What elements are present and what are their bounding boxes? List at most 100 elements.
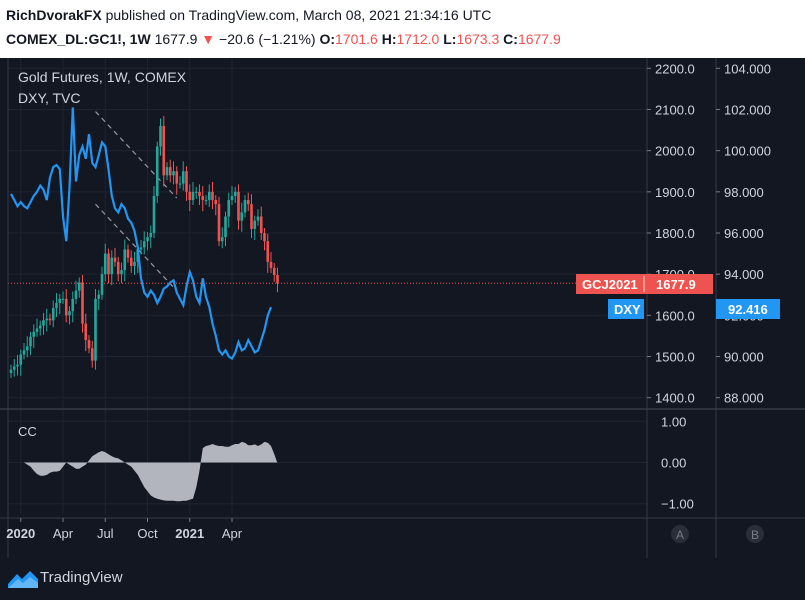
candle-body: [272, 268, 276, 275]
candle-body: [243, 200, 247, 213]
chart-header: RichDvorakFX published on TradingView.co…: [0, 0, 805, 58]
tradingview-brand[interactable]: TradingView: [40, 569, 123, 586]
low-value: 1673.3: [456, 31, 500, 47]
gold-price-badge: [576, 274, 713, 294]
candle-body: [227, 200, 231, 217]
scale-button-b[interactable]: B: [746, 525, 764, 543]
candle-body: [12, 366, 16, 370]
candle-body: [35, 328, 39, 332]
candle-body: [162, 125, 166, 176]
cc-axis-tick: 1.00: [661, 414, 686, 429]
legend-gold: Gold Futures, 1W, COMEX: [18, 69, 187, 85]
gold-badge-price: 1677.9: [656, 277, 696, 292]
cc-axis-tick: −1.00: [661, 497, 694, 512]
candle-body: [191, 191, 195, 201]
low-label: L:: [443, 31, 457, 47]
candle-body: [246, 200, 250, 205]
candle-body: [149, 233, 153, 238]
candle-body: [90, 348, 94, 361]
dxy-series-line: [10, 107, 273, 361]
candle-body: [172, 171, 175, 176]
dxy-axis-tick: 88.000: [724, 391, 764, 406]
scale-button-b-label: B: [751, 528, 759, 542]
candle-body: [32, 331, 36, 337]
gold-axis-tick: 2200.0: [655, 61, 695, 76]
candle-body: [107, 253, 110, 275]
gold-axis-tick: 1500.0: [655, 350, 695, 365]
symbol-info: COMEX_DL:GC1!, 1W 1677.9 ▼ −20.6 (−1.21%…: [6, 31, 561, 47]
candle-body: [29, 336, 32, 347]
open-value: 1701.6: [335, 31, 378, 47]
candle-body: [224, 216, 227, 238]
candle-body: [201, 195, 205, 201]
candle-body: [133, 261, 136, 266]
time-axis-label: Oct: [137, 526, 158, 541]
gold-badge-symbol: GCJ2021: [582, 277, 638, 292]
chart-background: [0, 58, 805, 558]
close-label: C:: [503, 31, 518, 47]
change-down-icon: ▼: [201, 31, 216, 47]
candle-body: [237, 191, 240, 221]
gold-axis-tick: 1400.0: [655, 391, 695, 406]
candle-body: [25, 346, 29, 351]
candle-body: [263, 233, 266, 242]
dxy-badge-price: 92.416: [728, 302, 768, 317]
legend-cc: CC: [18, 424, 37, 439]
candle-body: [64, 298, 68, 316]
candle-body: [123, 249, 127, 271]
gold-axis-tick: 1600.0: [655, 308, 695, 323]
candle-body: [77, 282, 81, 291]
candle-body: [120, 270, 123, 275]
candle-body: [45, 318, 49, 321]
candle-body: [51, 307, 55, 321]
candle-body: [129, 257, 133, 266]
candle-body: [204, 200, 208, 202]
scale-button-b-circle: [746, 525, 764, 543]
time-axis-label: 2021: [175, 526, 204, 541]
time-axis-label: 2020: [6, 526, 35, 541]
price-change: −20.6 (−1.21%): [219, 31, 316, 47]
candle-body: [188, 191, 192, 201]
scale-button-a[interactable]: A: [671, 525, 689, 543]
dxy-axis-tick: 94.000: [724, 267, 764, 282]
dxy-axis-tick: 102.000: [724, 102, 771, 117]
channel-upper-line: [95, 111, 178, 199]
candle-body: [61, 298, 65, 300]
candle-body: [126, 249, 130, 258]
candle-body: [142, 241, 146, 248]
candle-body: [19, 354, 23, 365]
dxy-symbol-badge: [608, 299, 644, 319]
candle-body: [168, 167, 172, 176]
candle-body: [240, 212, 244, 221]
candle-body: [233, 191, 237, 196]
candle-body: [42, 320, 45, 326]
candle-body: [269, 261, 273, 268]
time-axis-label: Apr: [222, 526, 243, 541]
candle-body: [116, 261, 120, 275]
axis-labels: 2200.02100.02000.01900.01800.01700.01600…: [6, 61, 771, 541]
high-value: 1712.0: [396, 31, 440, 47]
open-label: O:: [319, 31, 336, 47]
dxy-axis-tick: 90.000: [724, 350, 764, 365]
gold-axis-tick: 2000.0: [655, 144, 695, 159]
dxy-price-badge: [716, 299, 780, 319]
dxy-axis-tick: 98.000: [724, 185, 764, 200]
price-chart[interactable]: 2200.02100.02000.01900.01800.01700.01600…: [0, 58, 805, 558]
candle-body: [94, 298, 97, 361]
candle-body: [159, 125, 162, 147]
author-name[interactable]: RichDvorakFX: [6, 7, 102, 23]
trend-channel: [95, 111, 178, 292]
footer: TradingView: [0, 558, 805, 600]
candle-body: [185, 171, 188, 192]
high-label: H:: [381, 31, 397, 47]
candle-body: [22, 350, 26, 355]
scale-button-a-label: A: [676, 528, 684, 542]
dxy-badge-symbol: DXY: [614, 302, 641, 317]
close-value: 1677.9: [517, 31, 561, 47]
gold-candles: [9, 116, 279, 378]
candle-body: [198, 191, 201, 196]
candle-body: [155, 146, 159, 196]
dxy-axis-tick: 100.000: [724, 144, 771, 159]
time-axis-label: Jul: [97, 526, 114, 541]
candle-body: [74, 290, 78, 299]
